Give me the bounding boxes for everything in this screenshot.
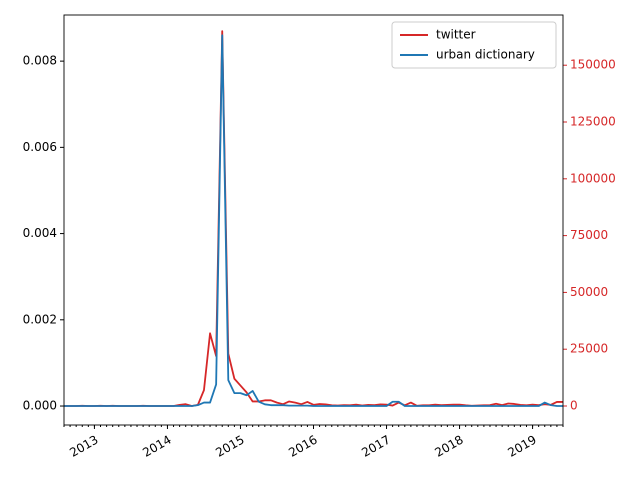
- y2-tick-label: 25000: [570, 342, 608, 356]
- y2-tick-label: 100000: [570, 171, 616, 185]
- series-line: [64, 34, 563, 407]
- y2-tick-label: 0: [570, 399, 578, 413]
- y2-tick-label: 75000: [570, 228, 608, 242]
- y2-tick-label: 150000: [570, 58, 616, 72]
- legend-label: urban dictionary: [436, 48, 535, 62]
- y-tick-label: 0.002: [23, 312, 57, 326]
- plot-frame: [63, 14, 564, 426]
- legend-box: [391, 21, 557, 69]
- y2-tick-label: 50000: [570, 285, 608, 299]
- y-tick-label: 0.008: [23, 54, 57, 68]
- y-tick-label: 0.006: [23, 140, 57, 154]
- y-tick-label: 0.000: [23, 399, 57, 413]
- legend-label: twitter: [436, 28, 476, 42]
- y-tick-label: 0.004: [23, 226, 57, 240]
- y2-tick-label: 125000: [570, 115, 616, 129]
